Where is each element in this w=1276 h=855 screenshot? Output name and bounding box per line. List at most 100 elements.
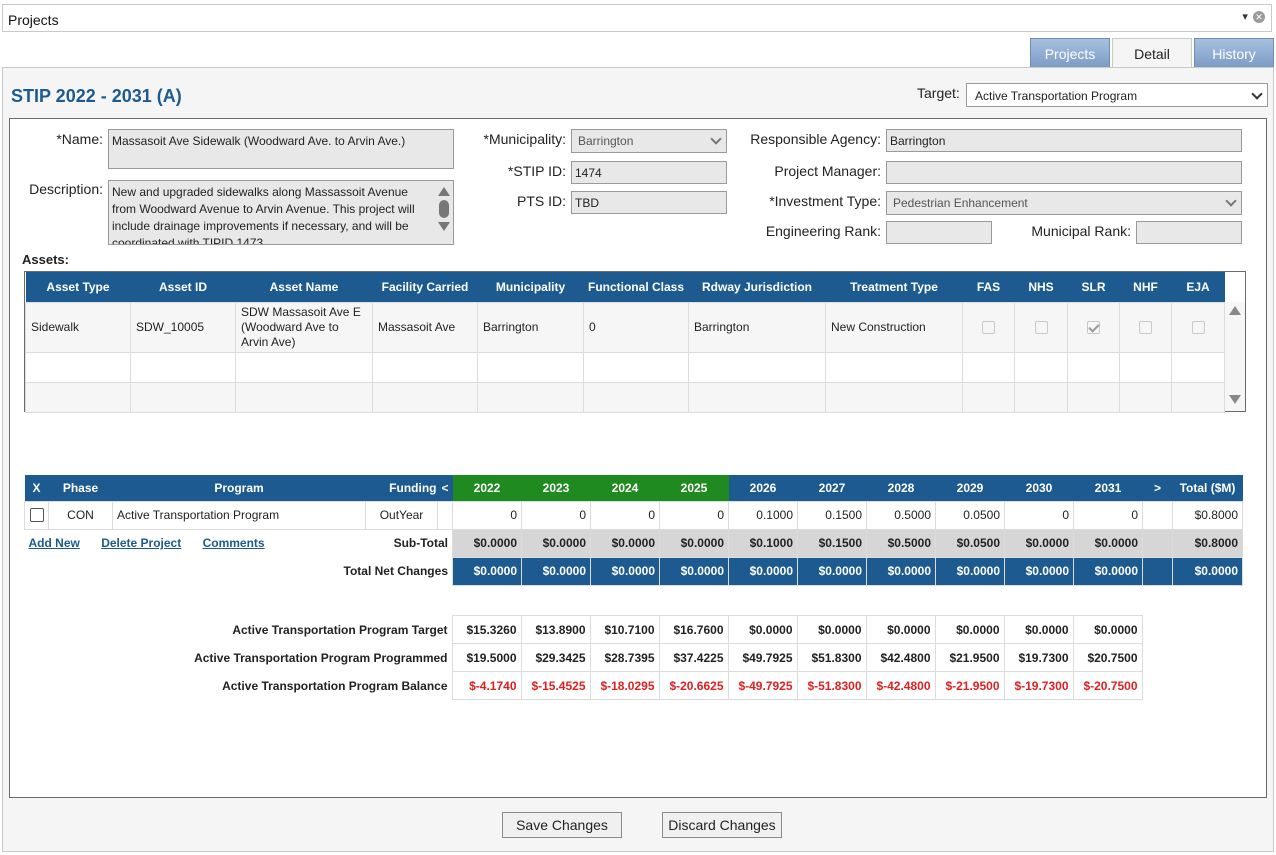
description-text: New and upgraded sidewalks along Massass… bbox=[112, 185, 415, 245]
project-manager-field[interactable] bbox=[886, 161, 1242, 184]
row-total: $0.8000 bbox=[1172, 500, 1243, 530]
summary-value: $0.0000 bbox=[934, 615, 1005, 644]
engineering-rank-label: Engineering Rank: bbox=[765, 223, 881, 239]
stip-id-field[interactable]: 1474 bbox=[571, 161, 727, 184]
summary-value: $51.8300 bbox=[796, 643, 867, 672]
cell-asset-name: SDW Massasoit Ave E (Woodward Ave to Arv… bbox=[235, 301, 373, 353]
year-value[interactable]: 0 bbox=[452, 500, 522, 530]
scroll-up-icon[interactable] bbox=[1229, 306, 1241, 315]
target-select[interactable]: Active Transportation Program bbox=[966, 83, 1268, 107]
tab-history[interactable]: History bbox=[1194, 38, 1274, 68]
col-nhs[interactable]: NHS bbox=[1014, 272, 1068, 302]
add-new-link[interactable]: Add New bbox=[28, 536, 80, 551]
summary-value: $49.7925 bbox=[727, 643, 798, 672]
col-fas[interactable]: FAS bbox=[962, 272, 1015, 302]
description-field[interactable]: New and upgraded sidewalks along Massass… bbox=[108, 180, 454, 245]
next-years-arrow[interactable]: > bbox=[1142, 475, 1173, 501]
year-value[interactable]: 0.0500 bbox=[935, 500, 1005, 530]
col-year: 2026 bbox=[728, 475, 798, 501]
responsible-agency-field[interactable]: Barrington bbox=[886, 129, 1242, 152]
page-title: STIP 2022 - 2031 (A) bbox=[11, 86, 182, 106]
subtotal-value: $0.0000 bbox=[659, 528, 729, 558]
municipality-select[interactable]: Barrington bbox=[571, 129, 727, 153]
balance-value: $-21.9500 bbox=[934, 671, 1005, 700]
col-slr[interactable]: SLR bbox=[1067, 272, 1120, 302]
municipal-rank-field[interactable] bbox=[1136, 221, 1242, 244]
col-rdway-jurisdiction[interactable]: Rdway Jurisdiction bbox=[688, 272, 826, 302]
scroll-down-icon[interactable] bbox=[438, 222, 450, 231]
tab-projects[interactable]: Projects bbox=[1030, 38, 1110, 68]
fas-checkbox[interactable] bbox=[982, 321, 995, 335]
engineering-rank-field[interactable] bbox=[886, 221, 992, 244]
scroll-thumb[interactable] bbox=[439, 200, 449, 218]
subtotal-value: $0.0000 bbox=[590, 528, 660, 558]
discard-changes-button[interactable]: Discard Changes bbox=[662, 812, 782, 838]
col-asset-name[interactable]: Asset Name bbox=[235, 272, 373, 302]
col-asset-id[interactable]: Asset ID bbox=[130, 272, 236, 302]
col-eja[interactable]: EJA bbox=[1171, 272, 1225, 302]
assets-scrollbar[interactable] bbox=[1225, 302, 1245, 411]
subtotal-row: Add New Delete Project Comments Sub-Tota… bbox=[24, 528, 1243, 558]
year-value[interactable]: 0 bbox=[1073, 500, 1143, 530]
nhf-checkbox[interactable] bbox=[1139, 321, 1152, 335]
col-treatment-type[interactable]: Treatment Type bbox=[825, 272, 963, 302]
dropdown-arrow-icon[interactable]: ▾ bbox=[1242, 11, 1248, 23]
net-value: $0.0000 bbox=[935, 556, 1005, 586]
table-row[interactable]: Sidewalk SDW_10005 SDW Massasoit Ave E (… bbox=[25, 301, 1225, 353]
col-municipality[interactable]: Municipality bbox=[477, 272, 584, 302]
year-value[interactable]: 0 bbox=[659, 500, 729, 530]
tab-bar: Projects Detail History bbox=[1028, 38, 1274, 68]
description-scrollbar[interactable] bbox=[437, 183, 451, 243]
summary-value: $10.7100 bbox=[589, 615, 660, 644]
year-value[interactable]: 0.5000 bbox=[866, 500, 936, 530]
balance-value: $-20.6625 bbox=[658, 671, 729, 700]
col-nhf[interactable]: NHF bbox=[1119, 272, 1172, 302]
cell-treatment-type: New Construction bbox=[825, 301, 963, 353]
cell-facility-carried: Massasoit Ave bbox=[372, 301, 478, 353]
year-value[interactable]: 0 bbox=[521, 500, 591, 530]
table-row bbox=[25, 351, 1225, 383]
balance-value: $-49.7925 bbox=[727, 671, 798, 700]
name-label: *Name: bbox=[56, 131, 103, 147]
tab-detail[interactable]: Detail bbox=[1112, 38, 1192, 68]
assets-table: Asset Type Asset ID Asset Name Facility … bbox=[25, 272, 1225, 413]
nhs-checkbox[interactable] bbox=[1034, 321, 1048, 335]
eja-checkbox[interactable] bbox=[1191, 321, 1205, 335]
subtotal-value: $0.1000 bbox=[728, 528, 798, 558]
year-value[interactable]: 0.1500 bbox=[797, 500, 867, 530]
investment-type-select[interactable]: Pedestrian Enhancement bbox=[886, 191, 1242, 215]
summary-value: $29.3425 bbox=[520, 643, 591, 672]
cell-phase: CON bbox=[48, 500, 113, 530]
pts-id-field[interactable]: TBD bbox=[571, 191, 727, 214]
comments-link[interactable]: Comments bbox=[202, 536, 265, 551]
row-select-checkbox[interactable] bbox=[29, 508, 44, 523]
balance-value: $-15.4525 bbox=[520, 671, 591, 700]
year-value[interactable]: 0 bbox=[590, 500, 660, 530]
save-changes-button[interactable]: Save Changes bbox=[502, 812, 622, 838]
cell-rdway-jurisdiction: Barrington bbox=[688, 301, 826, 353]
subtotal-value: $0.0000 bbox=[1073, 528, 1143, 558]
col-facility-carried[interactable]: Facility Carried bbox=[372, 272, 478, 302]
summary-value: $0.0000 bbox=[865, 615, 936, 644]
summary-value: $20.7500 bbox=[1072, 643, 1143, 672]
slr-checkbox[interactable] bbox=[1087, 321, 1100, 335]
year-value[interactable]: 0.1000 bbox=[728, 500, 798, 530]
summary-value: $21.9500 bbox=[934, 643, 1005, 672]
balance-value: $-18.0295 bbox=[589, 671, 660, 700]
scroll-down-icon[interactable] bbox=[1229, 395, 1241, 404]
col-functional-class[interactable]: Functional Class bbox=[583, 272, 689, 302]
prev-years-arrow[interactable]: < bbox=[437, 475, 453, 501]
pts-id-label: PTS ID: bbox=[516, 193, 566, 209]
summary-value: $42.4800 bbox=[865, 643, 936, 672]
scroll-up-icon[interactable] bbox=[438, 187, 450, 196]
net-value: $0.0000 bbox=[866, 556, 936, 586]
net-total: $0.0000 bbox=[1172, 556, 1243, 586]
col-year: 2031 bbox=[1073, 475, 1143, 501]
net-value: $0.0000 bbox=[659, 556, 729, 586]
close-icon[interactable]: ✕ bbox=[1253, 11, 1265, 23]
delete-project-link[interactable]: Delete Project bbox=[101, 536, 182, 551]
year-value[interactable]: 0 bbox=[1004, 500, 1074, 530]
name-field[interactable]: Massasoit Ave Sidewalk (Woodward Ave. to… bbox=[108, 129, 454, 169]
col-asset-type[interactable]: Asset Type bbox=[25, 272, 131, 302]
net-changes-row: Total Net Changes $0.0000 $0.0000 $0.000… bbox=[24, 556, 1243, 586]
